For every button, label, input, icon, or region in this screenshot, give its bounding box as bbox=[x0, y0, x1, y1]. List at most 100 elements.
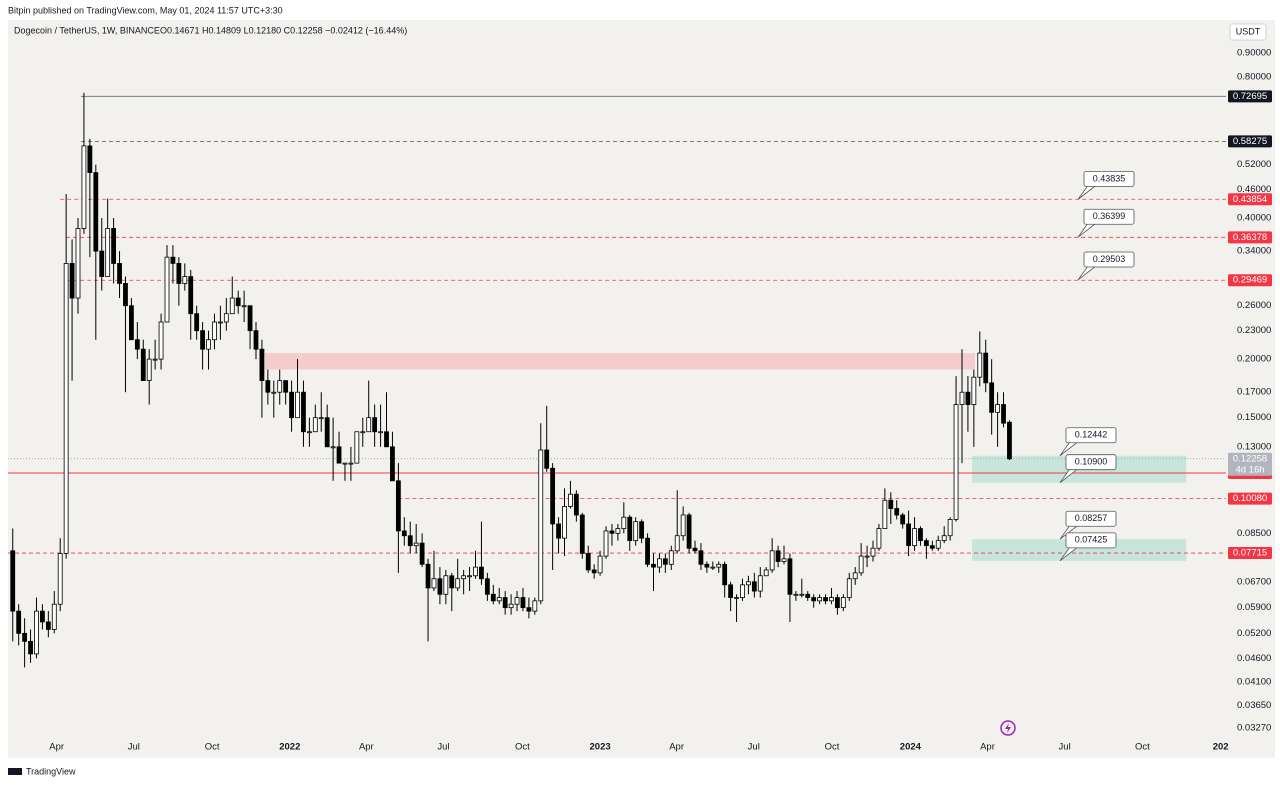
candle-body bbox=[223, 313, 229, 323]
candle-body bbox=[467, 575, 472, 578]
x-tick-label: Oct bbox=[825, 742, 840, 753]
candle-body bbox=[111, 228, 117, 264]
candle-body bbox=[354, 431, 360, 464]
candle-body bbox=[597, 555, 603, 574]
level-box bbox=[1228, 274, 1272, 287]
candle-body bbox=[40, 610, 45, 623]
x-tick-label: Apr bbox=[980, 742, 995, 753]
candle-body bbox=[419, 542, 425, 565]
candle-body bbox=[876, 528, 882, 549]
candle-body bbox=[206, 339, 211, 350]
candle-body bbox=[668, 550, 674, 565]
y-tick-label: 0.26000 bbox=[1237, 300, 1271, 311]
candle-body bbox=[728, 584, 734, 598]
candle-body bbox=[473, 566, 478, 577]
x-tick-label: Apr bbox=[49, 742, 64, 753]
plot-bg bbox=[8, 20, 1275, 758]
y-tick-label: 0.40000 bbox=[1237, 213, 1271, 224]
candle-body bbox=[318, 417, 324, 420]
candle-body bbox=[609, 530, 615, 534]
y-tick-label: 0.17000 bbox=[1237, 387, 1271, 398]
candle-body bbox=[835, 597, 840, 609]
x-tick-label: 2022 bbox=[279, 742, 300, 753]
candle-body bbox=[140, 348, 146, 381]
candle-body bbox=[906, 523, 911, 547]
callout-label: 0.07425 bbox=[1075, 535, 1108, 545]
candle-body bbox=[336, 446, 342, 464]
candle-body bbox=[769, 550, 775, 571]
y-tick-label: 0.20000 bbox=[1237, 354, 1271, 365]
ohlc-legend: O0.14671 H0.14809 L0.12180 C0.12258 −0.0… bbox=[160, 25, 407, 35]
candle-body bbox=[247, 305, 253, 332]
callout-box bbox=[1083, 170, 1135, 187]
candle-body bbox=[829, 597, 834, 602]
candle-body bbox=[811, 597, 817, 602]
candle-body bbox=[271, 391, 277, 394]
y-tick-label: 0.03270 bbox=[1237, 722, 1271, 733]
y-tick-label: 0.13000 bbox=[1237, 441, 1271, 452]
x-tick-label: Jul bbox=[1059, 742, 1071, 753]
candle-body bbox=[793, 593, 799, 596]
candle-body bbox=[69, 263, 75, 299]
candle-body bbox=[366, 417, 372, 433]
y-tick-label: 0.04100 bbox=[1237, 676, 1271, 687]
candle-body bbox=[63, 263, 69, 554]
candle-body bbox=[146, 358, 152, 381]
candle-body bbox=[763, 569, 769, 577]
candle-body bbox=[526, 607, 532, 612]
y-tick-label: 0.23000 bbox=[1237, 325, 1271, 336]
candle-body bbox=[520, 597, 526, 609]
candle-body bbox=[342, 462, 348, 465]
candle-body bbox=[989, 382, 995, 413]
alert-icon[interactable] bbox=[1000, 720, 1016, 736]
y-tick-label: 0.52000 bbox=[1237, 159, 1271, 170]
candle-body bbox=[176, 263, 182, 284]
candle-body bbox=[508, 603, 514, 609]
level-box bbox=[1228, 547, 1272, 560]
candle-body bbox=[805, 593, 811, 598]
candle-body bbox=[568, 493, 573, 507]
y-tick-label: 0.34000 bbox=[1237, 246, 1271, 257]
candle-body bbox=[455, 578, 461, 589]
last-price-label: 0.12258 bbox=[1233, 453, 1267, 464]
candle-body bbox=[22, 632, 28, 642]
candle-body bbox=[57, 553, 63, 605]
candle-body bbox=[1001, 404, 1006, 424]
y-tick-label: 0.05200 bbox=[1237, 628, 1271, 639]
candle-body bbox=[995, 404, 1000, 413]
candle-body bbox=[639, 521, 645, 539]
candle-body bbox=[378, 431, 383, 434]
currency-box[interactable] bbox=[1229, 23, 1267, 41]
candle-body bbox=[799, 593, 805, 596]
alert-bolt bbox=[1005, 723, 1011, 733]
candle-body bbox=[562, 506, 567, 539]
x-tick-label: Oct bbox=[515, 742, 530, 753]
candle-body bbox=[188, 276, 194, 315]
candle-body bbox=[306, 431, 312, 434]
x-tick-label: Jul bbox=[437, 742, 449, 753]
candle-body bbox=[704, 563, 710, 568]
y-tick-label: 0.06700 bbox=[1237, 576, 1271, 587]
candle-body bbox=[425, 563, 431, 589]
callout-label: 0.08257 bbox=[1075, 513, 1108, 523]
callout-label: 0.43835 bbox=[1093, 173, 1126, 183]
candle-body bbox=[716, 563, 722, 568]
currency[interactable]: USDT bbox=[1236, 26, 1261, 36]
candle-body bbox=[241, 305, 247, 308]
candle-body bbox=[265, 380, 271, 393]
level-box bbox=[1228, 231, 1272, 244]
x-tick-label: Jul bbox=[748, 742, 760, 753]
candle-body bbox=[324, 417, 330, 448]
candle-body bbox=[935, 540, 941, 549]
level-label: 0.36378 bbox=[1233, 232, 1267, 243]
candle-body bbox=[105, 228, 111, 277]
candle-body bbox=[413, 542, 419, 547]
candle-body bbox=[751, 581, 757, 592]
candle-body bbox=[51, 603, 57, 630]
candle-body bbox=[348, 462, 354, 465]
candle-body bbox=[277, 380, 283, 393]
candle-body bbox=[449, 575, 455, 589]
candle-body bbox=[164, 256, 170, 323]
candle-body bbox=[99, 250, 105, 277]
